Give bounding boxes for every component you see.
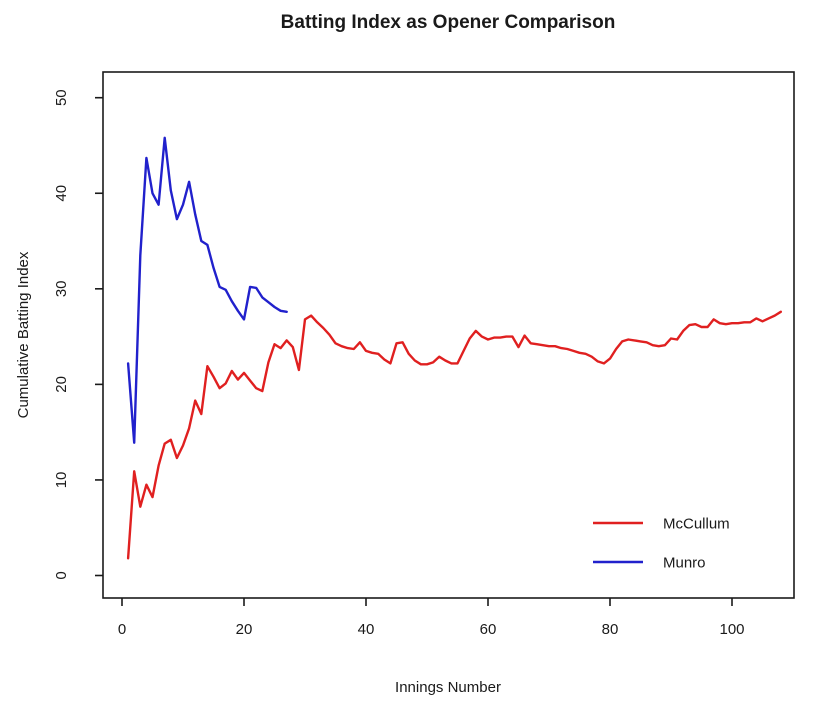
- x-axis-label: Innings Number: [395, 679, 501, 696]
- y-tick-label: 0: [53, 571, 70, 579]
- series-line-munro: [126, 136, 288, 444]
- chart-title: Batting Index as Opener Comparison: [281, 12, 616, 33]
- y-tick-label: 30: [53, 280, 70, 297]
- y-tick-label: 10: [53, 472, 70, 489]
- series-lines: [126, 136, 782, 560]
- y-tick-label: 20: [53, 376, 70, 393]
- y-axis-label: Cumulative Batting Index: [15, 251, 32, 418]
- y-axis-ticks: 0 10 20 30 40 50: [53, 89, 103, 580]
- y-tick-label: 50: [53, 89, 70, 106]
- x-axis-ticks: 0 20 40 60 80 100: [118, 598, 745, 638]
- x-tick-label: 100: [719, 621, 744, 638]
- y-tick-label: 40: [53, 185, 70, 202]
- x-tick-label: 60: [480, 621, 497, 638]
- x-tick-label: 20: [236, 621, 253, 638]
- series-line-mccullum: [126, 310, 782, 560]
- legend-label-mccullum: McCullum: [663, 516, 730, 533]
- x-tick-label: 40: [358, 621, 375, 638]
- legend: McCullum Munro: [593, 516, 730, 572]
- x-tick-label: 80: [602, 621, 619, 638]
- legend-label-munro: Munro: [663, 555, 706, 572]
- x-tick-label: 0: [118, 621, 126, 638]
- plot-border: [102, 71, 795, 599]
